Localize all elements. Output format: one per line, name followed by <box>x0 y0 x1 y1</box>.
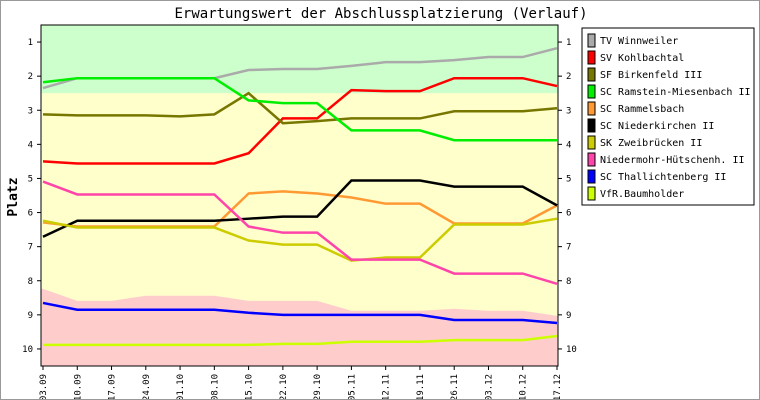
x-tick-label: 10.12 <box>519 374 529 399</box>
y-tick-label-right: 2 <box>566 72 571 82</box>
y-tick-label-left: 6 <box>28 209 33 219</box>
y-tick-label-left: 2 <box>28 72 33 82</box>
x-tick-label: 22.10 <box>279 374 289 399</box>
y-tick-label-right: 7 <box>566 243 571 253</box>
legend-swatch <box>587 152 596 167</box>
legend-swatch <box>587 186 596 201</box>
y-tick-label-left: 9 <box>28 311 33 321</box>
y-tick-label-left: 7 <box>28 243 33 253</box>
x-tick-label: 19.11 <box>416 374 426 399</box>
y-tick-label-right: 10 <box>566 345 577 355</box>
legend-swatch <box>587 50 596 65</box>
legend-label: SK Zweibrücken II <box>600 138 702 149</box>
x-tick-label: 24.09 <box>142 374 152 399</box>
series-line <box>43 334 558 347</box>
plot-frame <box>40 24 559 367</box>
y-tick-label-right: 4 <box>566 140 571 150</box>
x-tick-label: 12.11 <box>382 374 392 399</box>
y-tick-label-right: 9 <box>566 311 571 321</box>
x-tick-label: 03.12 <box>484 374 494 399</box>
legend-label: SC Niederkirchen II <box>600 121 714 132</box>
band-green <box>41 25 558 94</box>
legend-label: SV Kohlbachtal <box>600 53 684 64</box>
legend-swatch <box>587 101 596 116</box>
y-tick-label-right: 3 <box>566 106 571 116</box>
legend-box <box>581 27 755 206</box>
legend-label: SC Thallichtenberg II <box>600 172 726 183</box>
y-tick-label-left: 4 <box>28 140 33 150</box>
y-axis-label: Platz <box>6 177 21 216</box>
y-tick-label-left: 5 <box>28 174 33 184</box>
x-tick-label: 26.11 <box>450 374 460 399</box>
legend-label: SF Birkenfeld III <box>600 70 702 81</box>
series-line <box>42 179 558 238</box>
series-line <box>42 217 558 262</box>
y-tick-label-right: 1 <box>566 38 571 48</box>
series-line <box>42 76 558 165</box>
y-tick-label-right: 8 <box>566 277 571 287</box>
legend-swatch <box>587 118 596 133</box>
legend-swatch <box>587 33 596 48</box>
x-tick-label: 17.12 <box>553 374 563 399</box>
x-tick-label: 01.10 <box>176 374 186 399</box>
legend-label: SC Rammelsbach <box>600 104 684 115</box>
y-tick-label-left: 1 <box>28 38 33 48</box>
legend-swatch <box>587 169 596 184</box>
chart-title: Erwartungswert der Abschlussplatzierung … <box>174 6 587 22</box>
legend-swatch <box>587 67 596 82</box>
y-tick-label-right: 5 <box>566 174 571 184</box>
legend-swatch <box>587 135 596 150</box>
band-pink <box>41 288 558 366</box>
x-tick-label: 05.11 <box>347 374 357 399</box>
legend-label: Niedermohr-Hütschenh. II <box>600 155 745 166</box>
y-tick-label-left: 3 <box>28 106 33 116</box>
y-tick-label-right: 6 <box>566 209 571 219</box>
series-line <box>42 301 558 325</box>
x-tick-label: 10.09 <box>73 374 83 399</box>
y-tick-label-left: 8 <box>28 277 33 287</box>
x-tick-label: 03.09 <box>39 374 49 399</box>
legend-label: VfR.Baumholder <box>600 189 684 200</box>
x-tick-label: 29.10 <box>313 374 323 399</box>
y-tick-label-left: 10 <box>22 345 33 355</box>
series-line <box>42 76 557 142</box>
series-line <box>42 180 558 286</box>
legend-label: SC Ramstein-Miesenbach II <box>600 87 751 98</box>
legend-label: TV Winnweiler <box>600 36 678 47</box>
legend-swatch <box>587 84 596 99</box>
x-tick-label: 15.10 <box>245 374 255 399</box>
x-tick-label: 08.10 <box>210 374 220 399</box>
series-line <box>42 91 558 125</box>
x-tick-label: 17.09 <box>108 374 118 399</box>
